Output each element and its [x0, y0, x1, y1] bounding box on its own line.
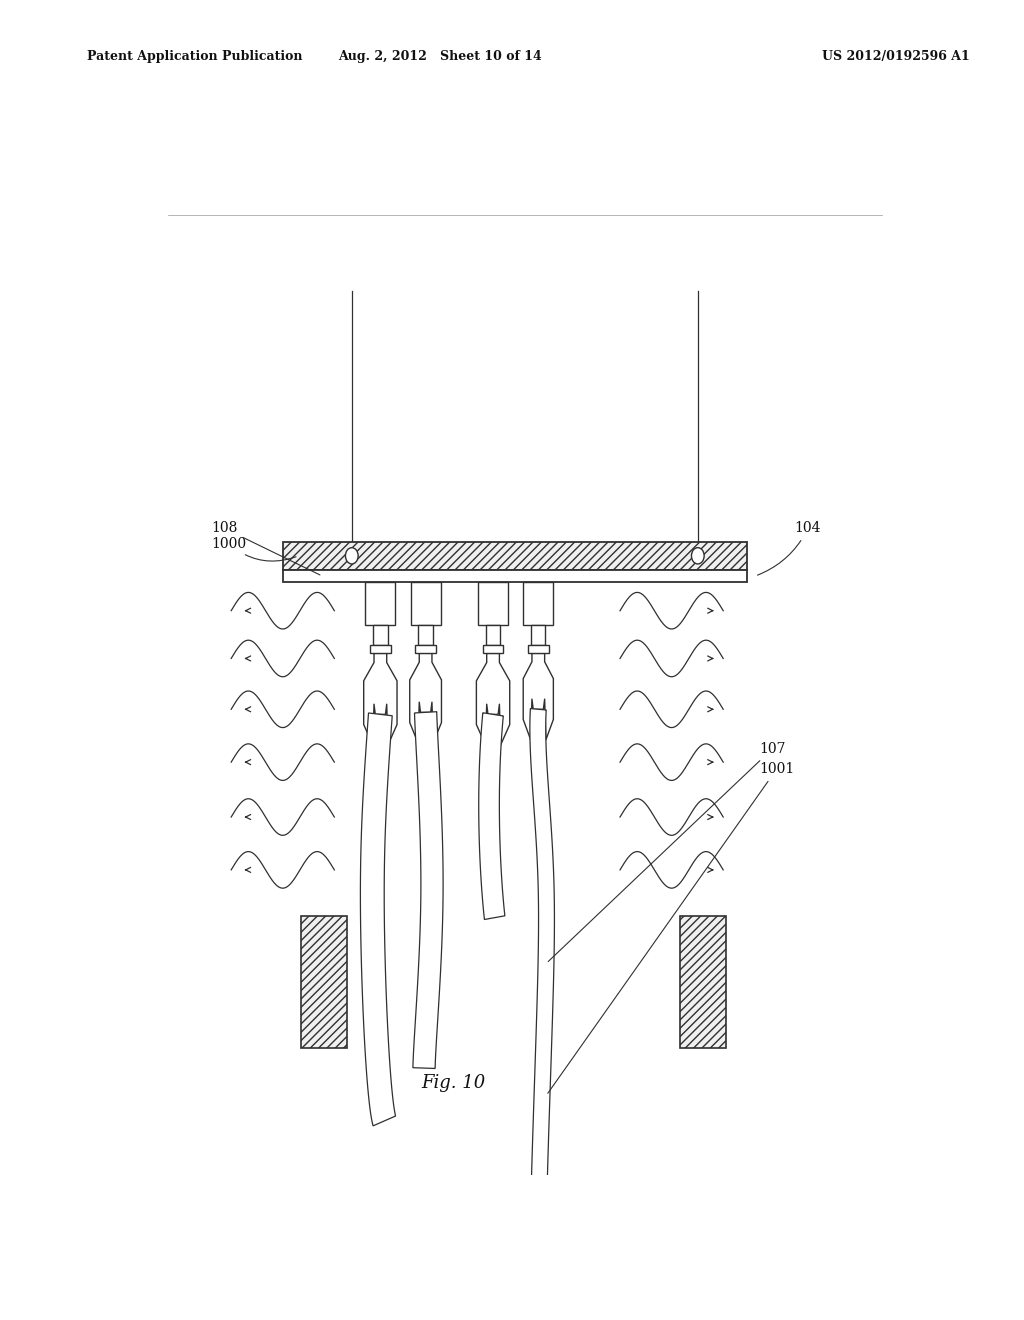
Bar [482, 645, 504, 653]
Text: Fig. 10: Fig. 10 [421, 1074, 485, 1093]
FancyBboxPatch shape [478, 582, 508, 624]
Bar [680, 916, 726, 1048]
Text: Aug. 2, 2012   Sheet 10 of 14: Aug. 2, 2012 Sheet 10 of 14 [339, 50, 542, 63]
Polygon shape [529, 709, 554, 1238]
Bar [370, 645, 391, 653]
Text: 104: 104 [758, 521, 821, 576]
Bar [528, 645, 549, 653]
Bar [531, 624, 546, 645]
Bar [486, 624, 500, 645]
Text: US 2012/0192596 A1: US 2012/0192596 A1 [822, 50, 970, 63]
Bar [283, 541, 748, 570]
Text: Patent Application Publication: Patent Application Publication [87, 50, 302, 63]
Polygon shape [413, 711, 443, 1068]
FancyBboxPatch shape [523, 582, 553, 624]
Text: 1001: 1001 [548, 763, 795, 1093]
Bar [301, 916, 347, 1048]
Polygon shape [410, 653, 441, 743]
FancyBboxPatch shape [411, 582, 440, 624]
Polygon shape [476, 653, 510, 744]
Circle shape [345, 548, 358, 564]
Bar [283, 570, 748, 582]
Text: 1000: 1000 [211, 537, 296, 561]
Text: 107: 107 [548, 742, 785, 961]
Bar [416, 645, 436, 653]
Circle shape [691, 548, 705, 564]
Polygon shape [360, 713, 395, 1126]
Polygon shape [364, 653, 397, 744]
Bar [419, 624, 433, 645]
Text: 108: 108 [211, 521, 319, 576]
Bar [373, 624, 387, 645]
FancyBboxPatch shape [366, 582, 395, 624]
Polygon shape [523, 653, 553, 739]
Polygon shape [479, 713, 505, 920]
